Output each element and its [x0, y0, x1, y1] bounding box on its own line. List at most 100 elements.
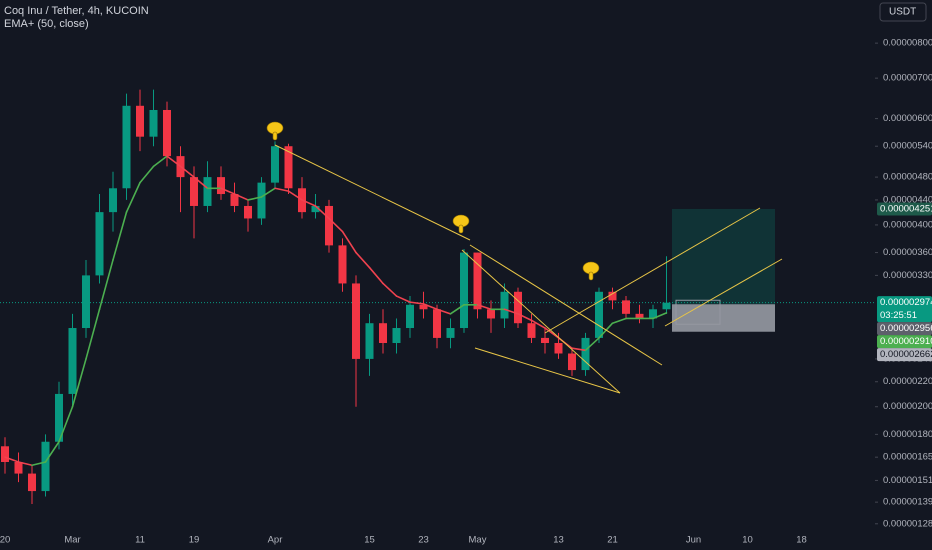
ema-segment [125, 181, 141, 213]
profit-zone [672, 208, 775, 305]
candle-body [338, 245, 347, 284]
candle-body [406, 304, 414, 329]
x-tick-label: 21 [607, 535, 618, 546]
candle-body [460, 252, 468, 329]
ema-segment [4, 456, 20, 463]
x-tick-label: 20 [0, 535, 10, 546]
plot [0, 89, 875, 505]
trend-line [544, 207, 761, 334]
candle-body [122, 105, 131, 189]
candle-body [568, 353, 576, 371]
ema-segment [341, 230, 357, 254]
trend-lines [274, 144, 783, 394]
candle-body [352, 283, 360, 359]
x-tick-label: Apr [268, 535, 283, 546]
candle-body [14, 461, 23, 474]
candle-body [419, 304, 428, 310]
ema-segment [71, 358, 87, 408]
x-tick-label: 10 [742, 535, 753, 546]
candle-body [365, 323, 374, 359]
trend-line [469, 244, 663, 366]
price-axis: 20 Mar 11 19 Apr 15 23 May 13 21 Jun 10 18 0.00000800… [0, 38, 932, 546]
trend-line [461, 249, 621, 394]
price-label: 0.000002662 [880, 349, 932, 360]
chart-title: Coq Inu / Tether, 4h, KUCOIN [4, 5, 149, 17]
hand-icon [266, 121, 284, 141]
stop-zone [672, 304, 775, 332]
candle-body [635, 313, 644, 319]
ema-segment [301, 199, 317, 207]
ema-segment [355, 251, 371, 269]
candle-body [649, 309, 657, 319]
ema-segment [544, 327, 560, 339]
ema-segment [179, 165, 195, 178]
ema-segment [287, 190, 303, 201]
candle-body [662, 302, 671, 310]
currency-button[interactable] [879, 2, 927, 22]
price-label: 0.000002974 [880, 297, 932, 308]
candle-body [608, 291, 617, 301]
ema-segment [328, 217, 344, 233]
x-tick-label: May [469, 535, 487, 546]
candle-body [230, 194, 239, 206]
ema-segment [58, 405, 74, 443]
candle-body [190, 177, 198, 206]
candle-body [392, 328, 401, 344]
ema-segment [98, 259, 114, 311]
candle-body [581, 337, 590, 371]
ema-segment [598, 322, 614, 339]
ema-segment [584, 337, 600, 352]
candle-body [595, 291, 603, 338]
candle-body [217, 177, 225, 195]
candle-body [487, 309, 495, 319]
x-tick-label: 18 [796, 535, 807, 546]
candle-body [473, 252, 482, 310]
price-label: 0.000002956 [880, 323, 932, 334]
ema-segment [409, 301, 425, 305]
ema-segment [382, 282, 398, 297]
x-tick-label: Mar [64, 535, 80, 546]
candle-body [514, 291, 522, 324]
ema-segment [152, 155, 168, 168]
ema-segment [17, 461, 33, 467]
candle-body [82, 275, 90, 329]
ema-segment [247, 196, 263, 201]
entry-box [675, 299, 721, 325]
ema-segment [31, 461, 47, 467]
price-label-bg [877, 202, 932, 216]
candle-body [41, 441, 50, 492]
ema-segment [449, 303, 465, 315]
currency-label: USDT [889, 7, 916, 18]
ema-segment [85, 308, 101, 360]
x-tick-label: Jun [686, 535, 701, 546]
candle-body [622, 300, 630, 314]
candle-body [203, 177, 212, 206]
x-tick-label: 19 [189, 535, 200, 546]
price-label-bg [877, 348, 932, 362]
ema-segment [503, 308, 519, 315]
x-tick-label: 15 [364, 535, 375, 546]
price-label-bg [877, 335, 932, 349]
countdown: 03:25:51 [880, 310, 917, 321]
candle-body [554, 343, 563, 354]
ema-segment [652, 312, 668, 320]
hand-icon [582, 261, 600, 281]
candle-body [433, 309, 441, 338]
ema-segment [112, 211, 128, 261]
indicator-label: EMA+ (50, close) [4, 18, 89, 30]
ema-segment [422, 303, 438, 311]
ema-segment [44, 440, 60, 463]
candle-body [379, 323, 387, 344]
